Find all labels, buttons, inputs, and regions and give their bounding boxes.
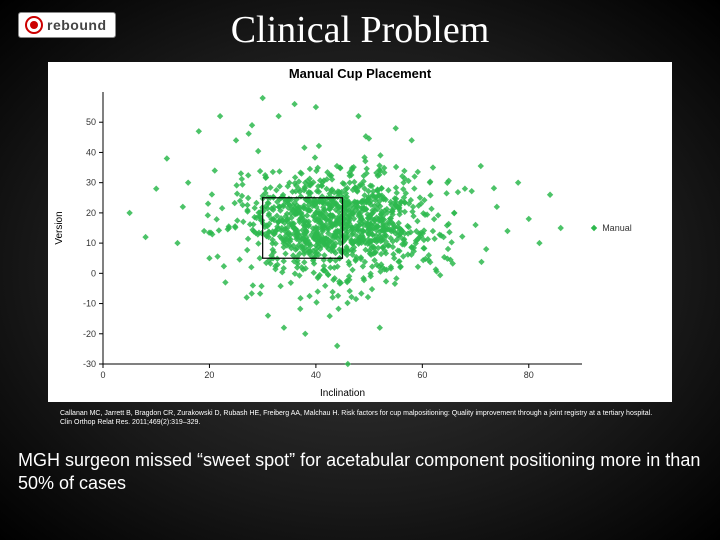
svg-text:80: 80 <box>524 370 534 380</box>
chart-svg: Manual Cup Placement 0 20 40 60 80 -30 -20 -10 0 1… <box>48 62 672 402</box>
scatter-chart: Manual Cup Placement 0 20 40 60 80 -30 -20 -10 0 1… <box>48 62 672 402</box>
svg-text:Manual: Manual <box>602 223 632 233</box>
svg-text:30: 30 <box>86 178 96 188</box>
svg-text:10: 10 <box>86 238 96 248</box>
svg-text:Inclination: Inclination <box>320 388 365 399</box>
svg-text:20: 20 <box>86 208 96 218</box>
svg-text:-20: -20 <box>83 329 96 339</box>
svg-text:-30: -30 <box>83 359 96 369</box>
svg-text:0: 0 <box>100 370 105 380</box>
svg-text:40: 40 <box>86 147 96 157</box>
slide-title: Clinical Problem <box>0 8 720 52</box>
citation-text: Callanan MC, Jarrett B, Bragdon CR, Zura… <box>60 410 660 428</box>
svg-text:Version: Version <box>54 211 65 244</box>
svg-text:-10: -10 <box>83 299 96 309</box>
svg-text:60: 60 <box>417 370 427 380</box>
svg-text:40: 40 <box>311 370 321 380</box>
conclusion-text: MGH surgeon missed “sweet spot” for acet… <box>18 449 702 494</box>
svg-text:Manual Cup Placement: Manual Cup Placement <box>289 66 432 81</box>
svg-text:50: 50 <box>86 117 96 127</box>
svg-text:20: 20 <box>204 370 214 380</box>
svg-text:0: 0 <box>91 268 96 278</box>
